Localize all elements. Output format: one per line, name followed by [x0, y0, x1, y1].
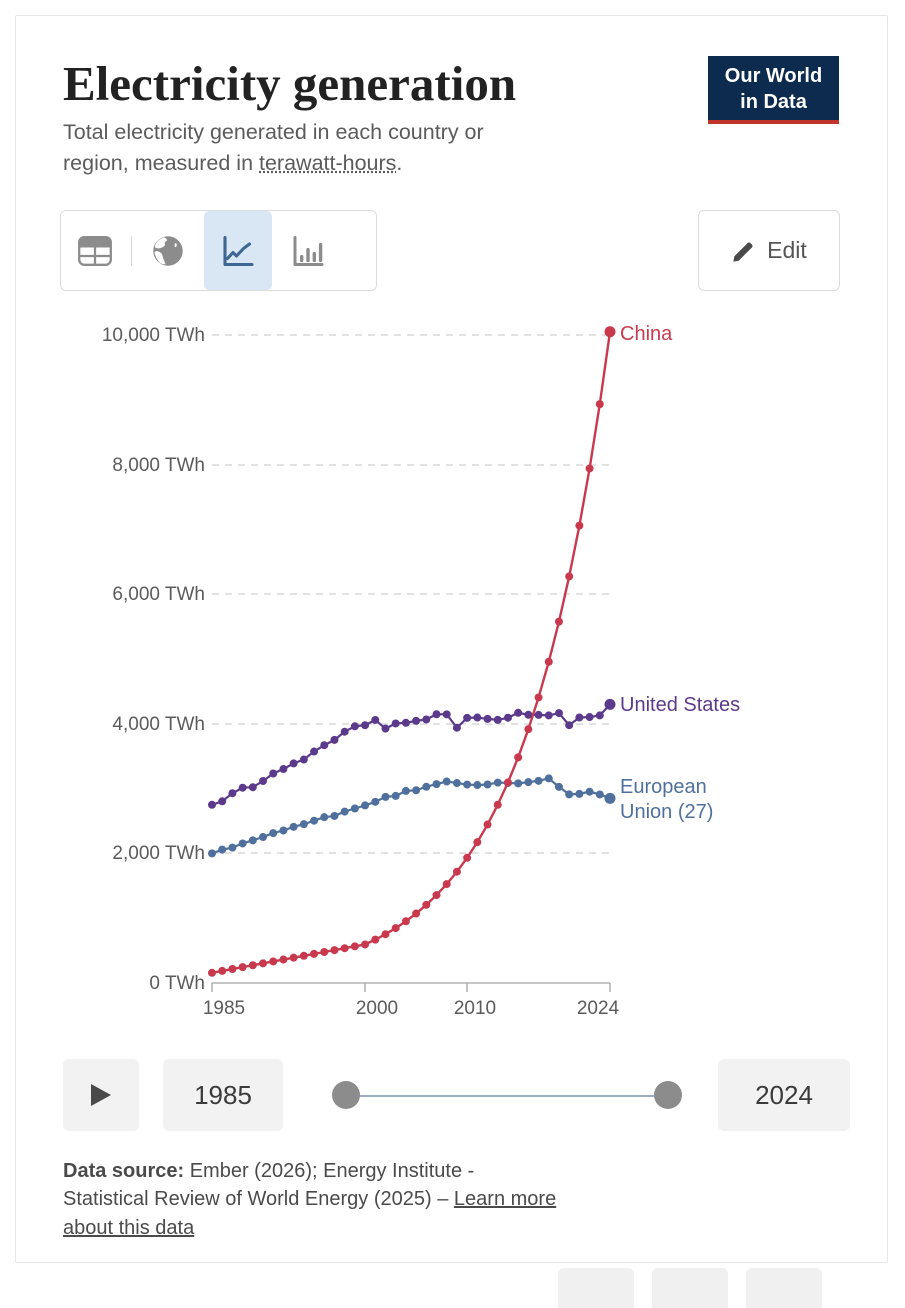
svg-text:Union (27): Union (27) — [620, 801, 713, 823]
svg-text:2024: 2024 — [577, 998, 620, 1019]
svg-text:2000: 2000 — [356, 998, 398, 1019]
svg-text:2010: 2010 — [454, 998, 496, 1019]
svg-text:1985: 1985 — [203, 998, 245, 1019]
svg-text:10,000 TWh: 10,000 TWh — [102, 325, 205, 346]
svg-text:2,000 TWh: 2,000 TWh — [112, 843, 205, 864]
svg-text:4,000 TWh: 4,000 TWh — [112, 714, 205, 735]
svg-text:China: China — [620, 323, 673, 345]
svg-text:United States: United States — [620, 694, 740, 716]
svg-text:6,000 TWh: 6,000 TWh — [112, 584, 205, 605]
svg-text:8,000 TWh: 8,000 TWh — [112, 455, 205, 476]
svg-text:European: European — [620, 776, 707, 798]
svg-text:0 TWh: 0 TWh — [149, 973, 205, 994]
